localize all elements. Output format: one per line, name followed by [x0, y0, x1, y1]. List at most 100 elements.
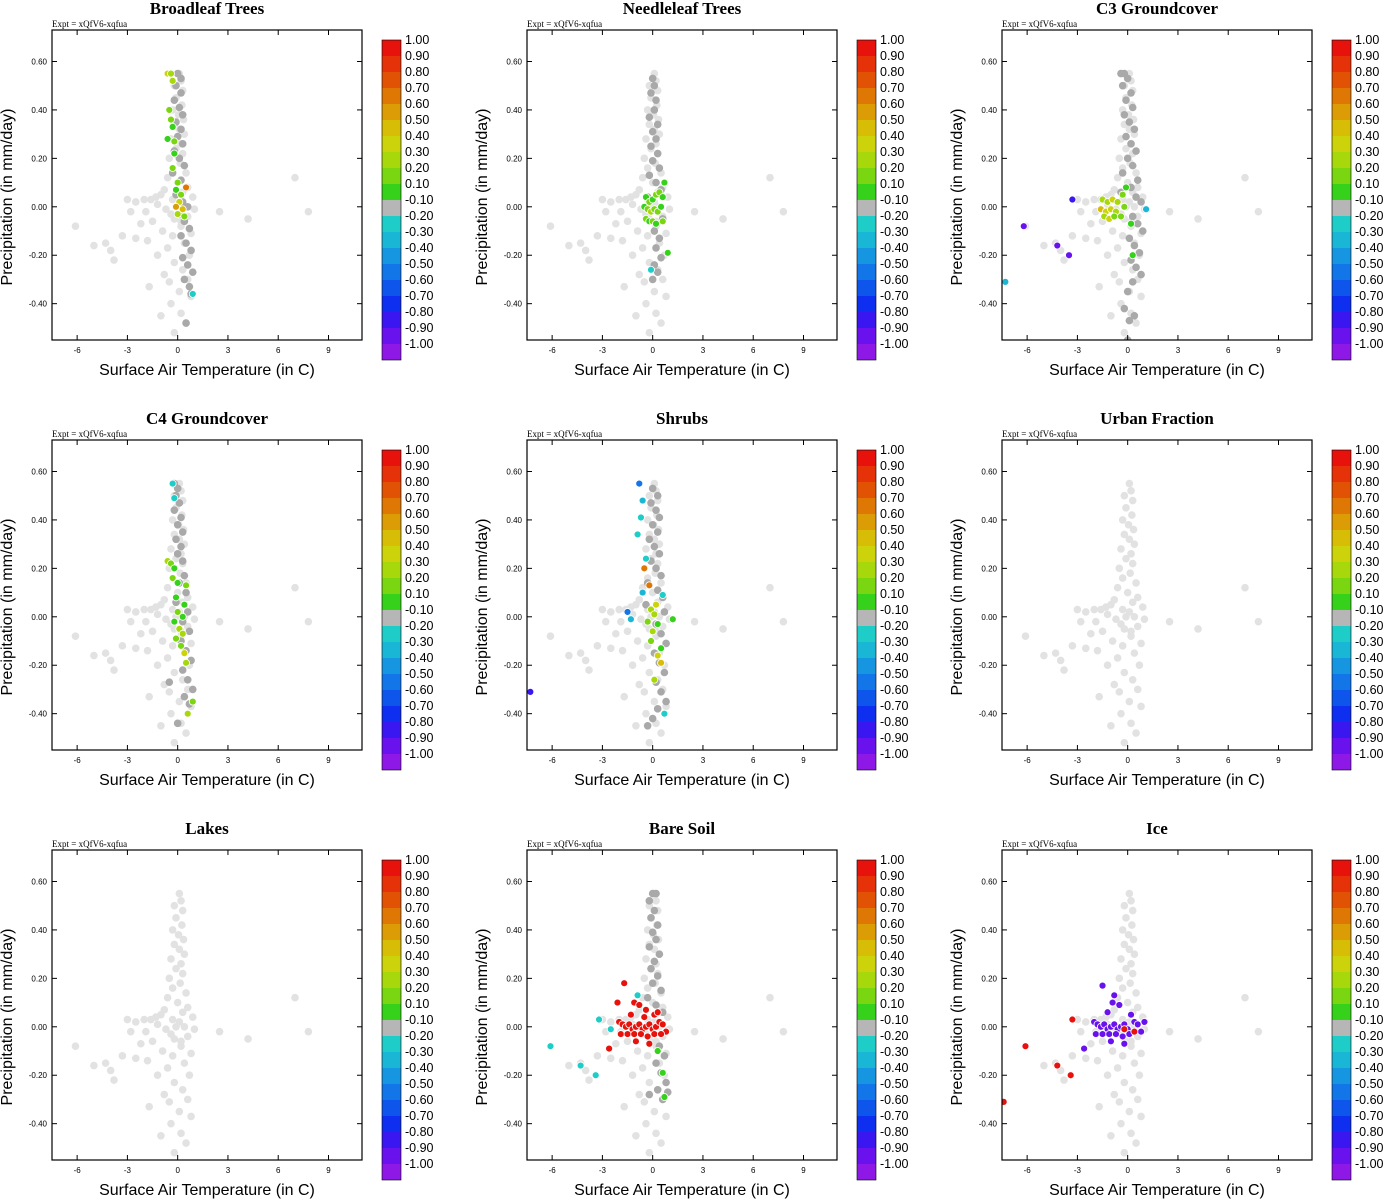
colorbar-swatch	[382, 1068, 401, 1084]
y-tick-label: 0.40	[31, 516, 47, 525]
bg-point	[1120, 940, 1129, 949]
colorbar-label: -0.40	[1355, 1061, 1384, 1075]
y-tick-label: 0.40	[506, 516, 522, 525]
colored-point	[170, 149, 179, 158]
colorbar-swatch	[382, 722, 401, 738]
gray-point	[1138, 227, 1147, 235]
bg-point	[690, 617, 699, 626]
bg-point	[123, 1015, 132, 1024]
gray-point	[662, 697, 670, 706]
x-tick-label: 0	[650, 756, 655, 765]
colorbar-label: 0.40	[880, 539, 904, 553]
colored-point	[660, 709, 669, 718]
bg-point	[1128, 906, 1137, 915]
colorbar-label: 0.50	[405, 523, 429, 537]
y-tick-label: 0.60	[506, 467, 522, 476]
bg-point	[1097, 605, 1105, 614]
bg-point	[642, 955, 650, 963]
colorbar-swatch	[382, 152, 401, 168]
colored-point	[1053, 1061, 1062, 1070]
bg-point	[1125, 889, 1134, 898]
colorbar-swatch	[382, 136, 401, 152]
colored-point	[653, 1047, 662, 1055]
colorbar-label: 0.50	[880, 933, 904, 947]
x-tick-label: 6	[751, 346, 756, 355]
x-tick-label: -3	[124, 756, 132, 765]
colored-point	[642, 1005, 650, 1014]
bg-point	[719, 625, 727, 633]
colorbar-swatch	[382, 296, 401, 312]
colored-point	[658, 591, 667, 599]
colorbar-swatch	[1332, 312, 1351, 328]
colorbar-swatch	[382, 88, 401, 104]
colorbar-swatch	[857, 1132, 876, 1148]
bg-point	[1127, 1129, 1135, 1138]
colorbar-label: 0.40	[405, 539, 429, 553]
colorbar-label: 0.50	[1355, 523, 1379, 537]
colorbar-swatch	[382, 450, 401, 466]
colorbar-label: 0.60	[405, 97, 429, 111]
bg-point	[157, 311, 165, 320]
bg-point	[175, 287, 184, 296]
gray-point	[1125, 118, 1134, 126]
gray-point	[653, 1085, 662, 1094]
x-tick-label: -3	[1074, 1166, 1082, 1175]
y-tick-label: 0.00	[31, 1023, 47, 1032]
x-tick-label: -3	[1074, 756, 1082, 765]
colorbar-swatch	[382, 706, 401, 722]
x-tick-label: 9	[801, 346, 806, 355]
bg-point	[581, 1066, 590, 1075]
bg-point	[1081, 644, 1090, 653]
bg-point	[1113, 583, 1122, 592]
bg-point	[1137, 1049, 1145, 1058]
colorbar-label: 0.10	[880, 587, 904, 601]
colorbar-swatch	[382, 1020, 401, 1036]
gray-point	[648, 979, 657, 988]
colorbar-swatch	[382, 892, 401, 908]
panel-title: Urban Fraction	[1100, 409, 1214, 428]
colored-point	[172, 593, 180, 602]
x-tick-label: 0	[1125, 756, 1130, 765]
y-tick-label: 0.20	[506, 974, 522, 983]
bg-point	[153, 610, 162, 619]
colorbar-swatch	[857, 514, 876, 530]
colorbar-swatch	[382, 1164, 401, 1180]
bg-point	[1113, 1064, 1122, 1072]
gray-point	[655, 164, 664, 172]
x-tick-label: -6	[549, 1166, 557, 1175]
y-axis-label: Precipitation (in mm/day)	[949, 519, 966, 696]
gray-point	[178, 110, 187, 119]
bg-point	[615, 605, 623, 614]
colorbar-swatch	[857, 594, 876, 610]
colorbar-label: 0.70	[405, 81, 429, 95]
scatter-points	[71, 69, 313, 337]
colorbar-label: 0.90	[880, 869, 904, 883]
colorbar-label: -0.20	[1355, 619, 1384, 633]
bg-point	[642, 135, 650, 143]
gray-point	[188, 685, 197, 694]
gray-point	[648, 520, 657, 529]
colorbar-label: -0.70	[1355, 699, 1384, 713]
colorbar-label: -0.50	[405, 1077, 434, 1091]
gray-point	[653, 120, 662, 129]
colorbar-swatch	[382, 972, 401, 988]
colorbar-swatch	[1332, 1164, 1351, 1180]
colorbar-swatch	[382, 658, 401, 674]
expt-label: Expt = xQfV6-xqfua	[52, 839, 127, 849]
bg-point	[291, 993, 299, 1002]
gray-point	[652, 1059, 660, 1067]
bg-point	[1087, 629, 1095, 638]
bg-point	[601, 207, 610, 216]
colored-point	[188, 697, 197, 706]
colorbar-label: -0.70	[880, 289, 909, 303]
colored-point	[653, 651, 662, 660]
colorbar-swatch	[1332, 136, 1351, 152]
colored-point	[658, 193, 667, 202]
colorbar-label: 1.00	[405, 443, 429, 457]
bg-point	[612, 219, 620, 228]
bg-point	[1125, 697, 1134, 706]
bg-point	[215, 1027, 224, 1036]
bg-point	[650, 697, 659, 706]
panel-c4-groundcover: C4 Groundcover Expt = xQfV6-xqfua -6 -3 0 3 6 9…	[0, 409, 434, 789]
colorbar-label: -0.10	[1355, 603, 1384, 617]
